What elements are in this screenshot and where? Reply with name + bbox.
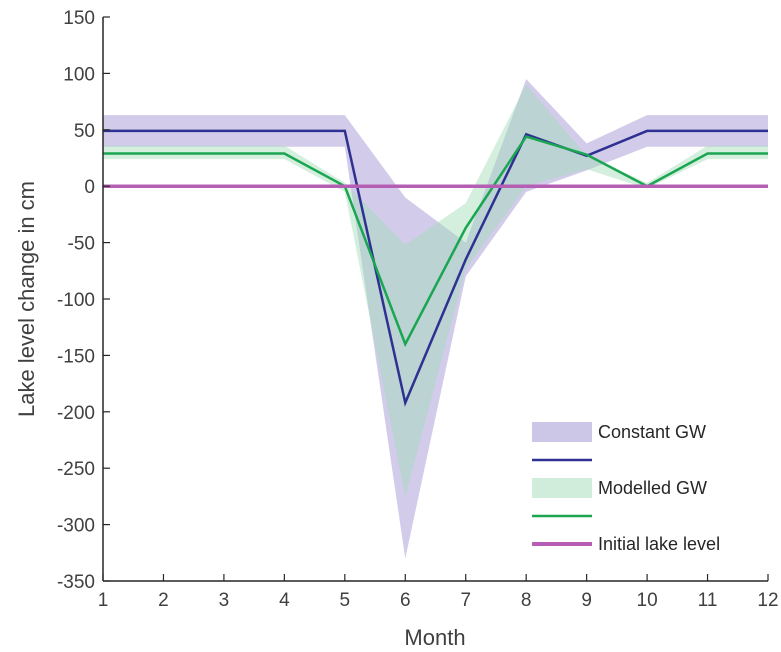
- x-tick-label: 9: [581, 590, 592, 611]
- x-tick-label: 1: [98, 590, 109, 611]
- y-tick-label: 100: [63, 64, 95, 85]
- band-modelled-gw: [103, 84, 768, 497]
- y-tick-label: -250: [57, 459, 95, 480]
- legend-label: Modelled GW: [598, 478, 707, 498]
- band-constant-gw: [103, 79, 768, 559]
- y-tick-label: -300: [57, 516, 95, 537]
- legend-label: Initial lake level: [598, 534, 720, 554]
- x-tick-label: 7: [460, 590, 471, 611]
- x-tick-label: 11: [698, 590, 718, 611]
- y-tick-label: -150: [57, 346, 95, 367]
- x-tick-label: 5: [340, 590, 351, 611]
- legend-entry: Constant GW: [532, 422, 706, 442]
- legend-entry: Initial lake level: [532, 534, 720, 554]
- y-tick-label: 0: [84, 177, 95, 198]
- series-lines: [103, 129, 768, 407]
- y-tick-label: -350: [57, 572, 95, 593]
- legend-swatch-band: [532, 478, 592, 498]
- y-tick-label: 50: [74, 121, 95, 142]
- uncertainty-bands: [103, 79, 768, 559]
- x-tick-label: 4: [279, 590, 290, 611]
- line-series-3: [103, 135, 768, 348]
- x-tick-label: 3: [219, 590, 230, 611]
- legend-label: Constant GW: [598, 422, 706, 442]
- x-tick-label: 12: [757, 590, 778, 611]
- y-axis-label: Lake level change in cm: [14, 181, 39, 417]
- y-tick-label: -200: [57, 403, 95, 424]
- legend: Constant GW Modelled GW Initial lake level: [532, 422, 720, 554]
- legend-swatch-band: [532, 422, 592, 442]
- y-tick-label: 150: [63, 8, 95, 29]
- axes: 1 2 3 4 5 6 7 8 9 10 11 12150100500-50-100-150-200-…: [57, 8, 779, 611]
- y-tick-label: -100: [57, 290, 95, 311]
- x-tick-label: 6: [400, 590, 411, 611]
- line-series-1: [103, 129, 768, 407]
- x-tick-label: 10: [637, 590, 658, 611]
- y-tick-label: -50: [68, 234, 95, 255]
- legend-entry: Modelled GW: [532, 478, 707, 498]
- x-axis-label: Month: [404, 625, 465, 650]
- x-tick-label: 2: [158, 590, 169, 611]
- x-tick-label: 8: [521, 590, 532, 611]
